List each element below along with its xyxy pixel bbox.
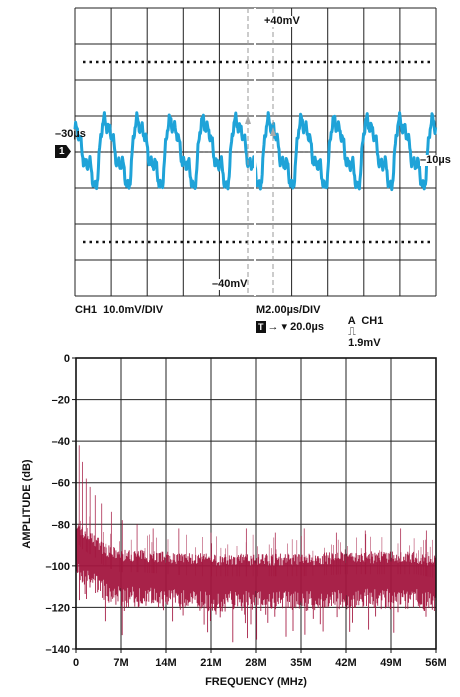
cursor-marker-icon: [245, 115, 251, 124]
fft-plot-border: [75, 357, 437, 650]
fft-y-tick-label: –60: [52, 478, 70, 490]
fft-minor-spurs: [80, 516, 433, 578]
marker-bottom-label: –40mV: [212, 278, 248, 290]
marker-right-label: –10µs: [420, 154, 451, 166]
fft-x-tick-label: 14M: [155, 657, 176, 669]
cursor-marker-icon: [270, 127, 276, 136]
fft-x-tick-label: 35M: [290, 657, 311, 669]
fft-x-tick-label: 0: [73, 657, 79, 669]
fft-y-tick-label: –140: [46, 644, 70, 656]
fft-series: [75, 445, 437, 643]
fft-y-tick-label: –20: [52, 395, 70, 407]
trigger-info: A CH1 ⎍ 1.9mV: [342, 305, 384, 349]
channel-scale-label: CH1 10.0mV/DIV: [75, 304, 164, 316]
fft-x-tick-label: 7M: [113, 657, 128, 669]
scope-chart: [73, 7, 438, 297]
trigger-level: 1.9mV: [348, 337, 381, 349]
fft-x-tick-labels: 0 7M 14M 21M 28M 35M 42M 49M 56M: [73, 649, 447, 669]
fft-y-tick-label: –40: [52, 436, 70, 448]
fft-y-tick-label: –100: [46, 561, 70, 573]
scope-cursors: [245, 8, 276, 296]
fft-x-tick-label: 21M: [200, 657, 221, 669]
trigger-box-icon: T: [256, 321, 266, 333]
fft-y-tick-label: 0: [64, 353, 70, 365]
fft-frame: [75, 357, 437, 650]
fft-y-tick-label: –80: [52, 519, 70, 531]
marker-top-label: +40mV: [264, 15, 300, 27]
fft-x-tick-label: 28M: [245, 657, 266, 669]
timebase-label: M2.00µs/DIV: [256, 304, 321, 316]
channel-marker-label: 1: [59, 146, 65, 157]
marker-left-label: –30µs: [55, 128, 86, 140]
fft-x-tick-label: 42M: [335, 657, 356, 669]
fft-y-tick-labels: 0 –20 –40 –60 –80 –100 –120 –140: [46, 353, 76, 656]
fft-x-tick-label: 56M: [425, 657, 446, 669]
fft-x-tick-label: 49M: [380, 657, 401, 669]
fft-noise-band: [75, 524, 437, 643]
fft-y-tick-label: –120: [46, 602, 70, 614]
fft-y-axis-label: AMPLITUDE (dB): [21, 459, 33, 549]
fft-x-axis-label: FREQUENCY (MHz): [205, 676, 307, 688]
trigger-delay: → ▾ 20.0µs: [267, 321, 325, 333]
channel-marker: 1: [55, 145, 71, 158]
fft-grid: [76, 358, 436, 649]
trigger-delay-row: T → ▾ 20.0µs: [256, 321, 324, 333]
trigger-edge-icon: ⎍: [348, 326, 356, 338]
trigger-label: A CH1: [347, 315, 384, 327]
